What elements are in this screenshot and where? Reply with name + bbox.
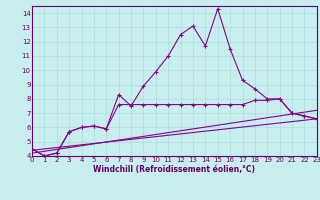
X-axis label: Windchill (Refroidissement éolien,°C): Windchill (Refroidissement éolien,°C): [93, 165, 255, 174]
